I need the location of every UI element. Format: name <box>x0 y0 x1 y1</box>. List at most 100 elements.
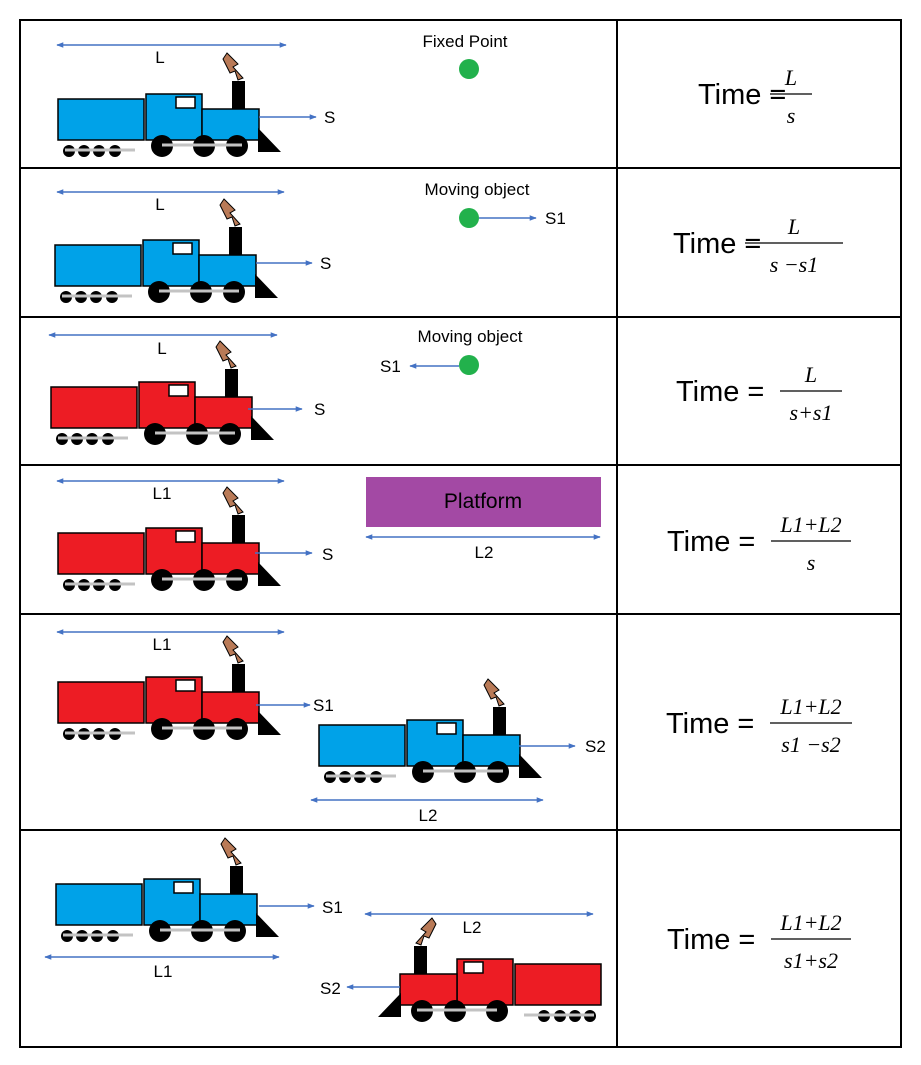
platform-label: Platform <box>444 490 522 513</box>
formula-denominator: s1+s2 <box>784 948 838 973</box>
cab-window-shape <box>168 384 189 397</box>
formula-numerator: L <box>787 214 800 239</box>
boiler-shape <box>201 542 260 575</box>
cowcatcher-shape <box>255 274 278 298</box>
platform-block <box>366 477 601 527</box>
formula-platform: Time = L1+L2 s <box>667 512 851 575</box>
train-speed-label: S <box>314 400 325 419</box>
train2-speed-label: S2 <box>585 737 606 756</box>
boiler-shape <box>201 108 260 141</box>
formula-numerator: L <box>784 65 797 90</box>
train1-length-label: L1 <box>154 962 173 981</box>
cowcatcher-shape <box>258 711 281 735</box>
row-moving-opposite: L S Moving object S1 <box>48 327 523 445</box>
train1-length-label: L1 <box>153 635 172 654</box>
train-speed-label: S <box>320 254 331 273</box>
boiler-shape <box>194 396 253 429</box>
train-locomotive-blue <box>57 52 281 157</box>
chimney-shape <box>232 81 245 109</box>
formula-numerator: L <box>804 362 817 387</box>
formula-denominator: s <box>787 103 796 128</box>
smoke-icon <box>220 837 242 866</box>
train2-locomotive-red <box>378 917 602 1022</box>
smoke-icon <box>222 486 244 515</box>
train2-locomotive-blue <box>318 678 542 783</box>
train2-length-label: L2 <box>419 806 438 825</box>
cab-window-shape <box>172 242 193 255</box>
smoke-icon <box>219 198 241 227</box>
row-two-trains-same: L1 S1 S2 L2 <box>56 629 606 825</box>
formula-numerator: L1+L2 <box>779 512 841 537</box>
formula-denominator: s −s1 <box>770 252 818 277</box>
train-speed-label: S <box>324 108 335 127</box>
row-platform: L1 S Platform L2 <box>56 477 601 591</box>
formula-denominator: s1 −s2 <box>781 732 840 757</box>
boiler-shape <box>201 691 260 724</box>
boiler-shape <box>462 734 521 767</box>
row-moving-same: L S Moving object S1 <box>54 180 566 303</box>
chimney-shape <box>229 227 242 255</box>
formula-lhs: Time = <box>673 228 761 260</box>
cowcatcher-shape <box>258 128 281 152</box>
train2-length-label: L2 <box>463 918 482 937</box>
formula-numerator: L1+L2 <box>779 694 841 719</box>
boiler-shape <box>399 973 458 1006</box>
cab-shape <box>145 93 203 141</box>
train-length-label: L1 <box>153 484 172 503</box>
fixed-point-title: Fixed Point <box>422 32 507 51</box>
tender-car-shape <box>55 883 143 926</box>
formula-numerator: L1+L2 <box>779 910 841 935</box>
smoke-icon <box>222 52 244 81</box>
cowcatcher-shape <box>378 993 401 1017</box>
cowcatcher-shape <box>256 913 279 937</box>
formula-moving-same: Time = Ls −s1 <box>673 214 843 277</box>
tender-car-shape <box>54 244 142 287</box>
formula-two-trains-same: Time = L1+L2 s1 −s2 <box>666 694 852 757</box>
formula-lhs: Time = <box>667 924 755 956</box>
moving-object-title: Moving object <box>425 180 530 199</box>
train1-speed-label: S1 <box>322 898 343 917</box>
formula-lhs: Time = <box>698 79 786 111</box>
tender-car-shape <box>318 724 406 767</box>
train1-locomotive-red <box>57 635 281 740</box>
cab-window-shape <box>463 961 484 974</box>
chimney-shape <box>232 664 245 692</box>
cab-window-shape <box>173 881 194 894</box>
object-speed-label: S1 <box>380 357 401 376</box>
cab-window-shape <box>436 722 457 735</box>
formula-lhs: Time = <box>676 376 764 408</box>
chimney-shape <box>232 515 245 543</box>
train1-locomotive-blue <box>55 837 279 942</box>
cowcatcher-shape <box>519 754 542 778</box>
cab-window-shape <box>175 96 196 109</box>
cab-window-shape <box>175 679 196 692</box>
cab-shape <box>145 676 203 724</box>
train1-speed-label: S1 <box>313 696 334 715</box>
cab-window-shape <box>175 530 196 543</box>
boiler-shape <box>198 254 257 287</box>
smoke-icon <box>222 635 244 664</box>
train-speed-label: S <box>322 545 333 564</box>
train-locomotive-red <box>50 340 274 445</box>
tender-car-shape <box>57 681 145 724</box>
row-two-trains-opposite: S1 L1 L2 S2 <box>44 837 602 1022</box>
chimney-shape <box>414 946 427 974</box>
tender-car-shape <box>57 532 145 575</box>
train-locomotive-blue <box>54 198 278 303</box>
moving-object-dot <box>459 208 479 228</box>
cowcatcher-shape <box>251 416 274 440</box>
formula-two-trains-opposite: Time = L1+L2 s1+s2 <box>667 910 851 973</box>
formula-column: Time =Ls Time =Ls −s1 Time =Ls+s1 Time =… <box>666 65 852 973</box>
chimney-shape <box>493 707 506 735</box>
boiler-shape <box>199 893 258 926</box>
formula-lhs: Time = <box>666 708 754 740</box>
formula-fixed-point: Time =Ls <box>698 65 812 128</box>
table-grid <box>19 19 902 1048</box>
tender-car-shape <box>50 386 138 429</box>
train-length-label: L <box>155 48 164 67</box>
formula-denominator: s+s1 <box>790 400 833 425</box>
smoke-icon <box>415 917 437 946</box>
fixed-point-dot <box>459 59 479 79</box>
formula-moving-opposite: Time = Ls+s1 <box>676 362 842 425</box>
